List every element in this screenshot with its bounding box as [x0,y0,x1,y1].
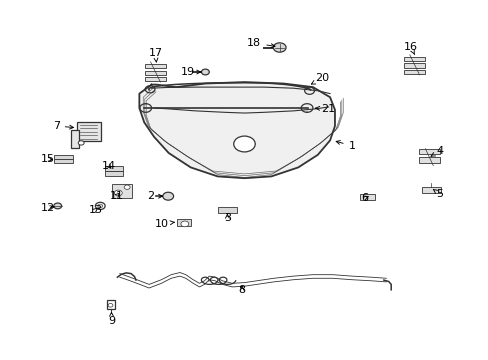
Circle shape [114,190,122,196]
Bar [403,63,425,68]
Bar [112,184,132,198]
Text: 4: 4 [430,146,443,156]
Text: 20: 20 [311,73,328,84]
Text: 16: 16 [403,42,417,55]
Bar [106,300,115,309]
Bar [421,187,440,193]
Bar [360,194,374,200]
Bar [403,70,425,74]
Bar [104,166,123,171]
Bar [177,219,190,226]
Polygon shape [139,82,334,178]
Text: 9: 9 [108,312,115,326]
Text: 5: 5 [432,189,443,199]
Circle shape [233,136,255,152]
Text: 18: 18 [247,38,274,48]
Text: 6: 6 [360,193,367,203]
Bar [418,157,439,163]
Text: 1: 1 [335,140,355,151]
Circle shape [124,185,130,189]
Circle shape [78,141,84,145]
Bar [144,77,166,81]
Bar [77,122,101,141]
Bar [71,130,79,148]
Text: 3: 3 [224,213,230,223]
Circle shape [54,203,61,209]
Text: 11: 11 [109,191,123,201]
Bar [144,71,166,75]
Text: 19: 19 [181,67,201,77]
Circle shape [273,43,285,52]
Text: 8: 8 [238,285,245,295]
Text: 15: 15 [41,154,55,164]
Circle shape [201,69,209,75]
Text: 12: 12 [41,203,55,213]
Text: 13: 13 [89,204,102,215]
Circle shape [181,221,188,227]
Bar [54,155,73,159]
Text: 14: 14 [102,161,115,171]
Bar [54,159,73,163]
Text: 10: 10 [154,219,174,229]
Text: 17: 17 [148,48,162,62]
Circle shape [163,192,173,200]
Bar [217,207,237,213]
Text: 7: 7 [53,121,73,131]
Bar [144,64,166,68]
Bar [403,57,425,61]
Bar [418,149,439,154]
Text: 2: 2 [147,191,162,201]
Bar [104,171,123,176]
Text: 21: 21 [315,104,335,114]
Circle shape [98,204,102,208]
